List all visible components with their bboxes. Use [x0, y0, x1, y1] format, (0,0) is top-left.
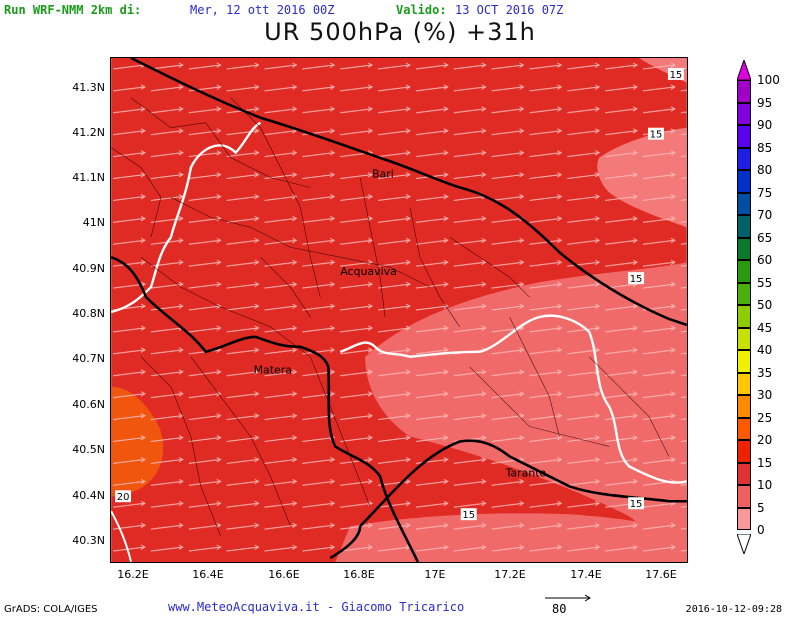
colorbar-label: 50	[757, 298, 773, 312]
city-label-bari: Bari	[372, 168, 394, 181]
colorbar-label: 20	[757, 433, 773, 447]
contour-label: 15	[630, 274, 643, 285]
colorbar-swatch	[737, 440, 751, 463]
valid-date: 13 OCT 2016 07Z	[455, 3, 564, 17]
colorbar-swatch	[737, 507, 751, 530]
lon-label: 17E	[424, 568, 446, 581]
contour-label: 15	[670, 70, 683, 81]
lat-label: 41N	[82, 216, 105, 229]
city-label-taranto: Taranto	[505, 466, 547, 479]
municipal-borders	[111, 97, 670, 537]
colorbar-swatch	[737, 350, 751, 373]
grads-credit: GrADS: COLA/IGES	[4, 604, 98, 615]
lat-label: 41.3N	[72, 81, 105, 94]
coastline-adriatic	[130, 58, 687, 327]
map-title: UR 500hPa (%) +31h	[264, 18, 536, 46]
colorbar-swatch	[737, 485, 751, 508]
lon-label: 16.6E	[268, 568, 300, 581]
colorbar-label: 15	[757, 455, 773, 470]
valid-label: Valido:	[396, 3, 447, 17]
colorbar-label: 65	[757, 230, 773, 245]
colorbar-label: 55	[757, 275, 773, 290]
lat-label: 41.1N	[72, 171, 105, 184]
colorbar-label: 40	[757, 343, 773, 357]
colorbar-label: 95	[757, 95, 773, 110]
colorbar-swatch	[737, 417, 751, 440]
colorbar-swatch	[737, 462, 751, 485]
reference-vector-arrow	[545, 594, 591, 602]
colorbar-label: 10	[757, 478, 773, 492]
lon-label: 17.4E	[570, 568, 602, 581]
lat-label: 40.6N	[72, 398, 105, 411]
lat-label: 40.7N	[72, 352, 105, 365]
regional-border	[339, 314, 687, 484]
lat-label: 40.8N	[72, 307, 105, 320]
colorbar-label: 45	[757, 320, 773, 335]
colorbar-swatch	[737, 327, 751, 350]
colorbar-label: 75	[757, 185, 773, 200]
coastline-ionian	[359, 439, 687, 528]
lon-label: 16.4E	[192, 568, 224, 581]
lon-label: 16.2E	[117, 568, 149, 581]
website-link[interactable]: www.MeteoAcquaviva.it - Giacomo Tricaric…	[168, 600, 465, 614]
regional-border	[111, 121, 262, 314]
colorbar-label: 90	[757, 118, 773, 132]
colorbar-swatch	[737, 237, 751, 260]
colorbar-swatch	[737, 215, 751, 238]
contour-label: 15	[462, 510, 475, 521]
colorbar-swatch	[737, 147, 751, 170]
colorbar-swatch	[737, 102, 751, 125]
lon-label: 17.2E	[494, 568, 526, 581]
city-label-acquaviva: Acquaviva	[340, 265, 397, 278]
colorbar-label: 80	[757, 163, 773, 177]
regional-border-black	[329, 526, 362, 560]
colorbar-label: 30	[757, 388, 773, 402]
lat-label: 40.5N	[72, 443, 105, 456]
regional-border	[111, 510, 133, 562]
city-label-matera: Matera	[254, 364, 292, 377]
colorbar-swatch	[737, 80, 751, 103]
regional-border-black	[111, 255, 420, 562]
colorbar-label: 70	[757, 208, 773, 222]
colorbar-swatch	[737, 192, 751, 215]
lon-label: 17.6E	[645, 568, 677, 581]
lat-label: 41.2N	[72, 126, 105, 139]
reference-vector-label: 80	[552, 602, 567, 616]
lat-label: 40.9N	[72, 262, 105, 275]
colorbar-label: 100	[757, 73, 780, 87]
colorbar-label: 85	[757, 140, 773, 155]
colorbar-label: 0	[757, 523, 765, 537]
lat-label: 40.4N	[72, 489, 105, 502]
colorbar-swatch	[737, 395, 751, 418]
contour-label: 20	[117, 492, 130, 503]
timestamp: 2016-10-12-09:28	[685, 604, 782, 615]
contour-label: 15	[650, 130, 663, 141]
lat-label: 40.3N	[72, 534, 105, 547]
run-date: Mer, 12 ott 2016 00Z	[190, 3, 335, 17]
colorbar-swatch	[737, 125, 751, 148]
colorbar-swatch	[737, 282, 751, 305]
colorbar-label: 60	[757, 253, 773, 267]
colorbar-swatch	[737, 260, 751, 283]
colorbar-swatch	[737, 170, 751, 193]
colorbar-arrow-bottom	[737, 534, 751, 554]
wind-vectors	[111, 58, 687, 562]
colorbar-swatch	[737, 305, 751, 328]
lon-label: 16.8E	[343, 568, 375, 581]
run-label: Run WRF-NMM 2km di:	[4, 3, 142, 17]
colorbar-label: 5	[757, 500, 765, 515]
colorbar-arrow-top	[737, 60, 751, 80]
contour-label: 15	[630, 499, 643, 510]
colorbar-swatch	[737, 372, 751, 395]
colorbar-label: 35	[757, 365, 773, 380]
colorbar-label: 25	[757, 410, 773, 425]
map-panel: 15 15 15 15 15 20 Bari Acquaviva Matera …	[110, 57, 688, 563]
